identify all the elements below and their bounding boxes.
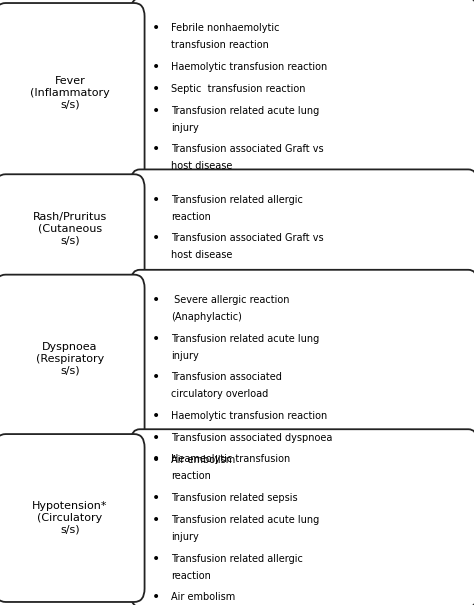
FancyBboxPatch shape [0,434,145,602]
FancyBboxPatch shape [131,429,474,605]
Text: reaction: reaction [171,571,210,581]
Text: •: • [152,453,161,467]
FancyBboxPatch shape [131,0,474,188]
Text: •: • [152,409,161,423]
Text: injury: injury [171,123,199,132]
Text: reaction: reaction [171,471,210,482]
Text: Transfusion associated Graft vs: Transfusion associated Graft vs [171,145,323,154]
Text: •: • [152,60,161,74]
Text: Transfusion related sepsis: Transfusion related sepsis [171,493,297,503]
FancyBboxPatch shape [0,275,145,442]
Text: Transfusion related acute lung: Transfusion related acute lung [171,515,319,525]
Text: reaction: reaction [171,212,210,221]
Text: injury: injury [171,532,199,542]
Text: circulatory overload: circulatory overload [171,390,268,399]
Text: (Anaphylactic): (Anaphylactic) [171,312,242,322]
Text: Hypotension*
(Circulatory
s/s): Hypotension* (Circulatory s/s) [32,502,108,535]
Text: •: • [152,231,161,246]
Text: Transfusion related allergic: Transfusion related allergic [171,554,302,564]
Text: Febrile nonhaemolytic: Febrile nonhaemolytic [171,24,279,33]
Text: Rash/Pruritus
(Cutaneous
s/s): Rash/Pruritus (Cutaneous s/s) [33,212,107,245]
Text: •: • [152,103,161,118]
Text: •: • [152,453,161,466]
Text: transfusion reaction: transfusion reaction [171,41,268,50]
Text: •: • [152,192,161,207]
Text: Transfusion related allergic: Transfusion related allergic [171,195,302,204]
Text: Air embolism: Air embolism [171,455,235,465]
Text: •: • [152,431,161,445]
Text: •: • [152,552,161,566]
Text: Haemolytic transfusion reaction: Haemolytic transfusion reaction [171,411,327,421]
Text: Haemolytic transfusion reaction: Haemolytic transfusion reaction [171,62,327,72]
Text: •: • [152,332,161,346]
Text: Air embolism: Air embolism [171,592,235,603]
Text: Transfusion associated: Transfusion associated [171,373,282,382]
Text: host disease: host disease [171,250,232,260]
Text: Transfusion associated Graft vs: Transfusion associated Graft vs [171,234,323,243]
FancyBboxPatch shape [0,3,145,183]
Text: •: • [152,590,161,604]
Text: •: • [152,82,161,96]
FancyBboxPatch shape [131,169,474,288]
Text: •: • [152,21,161,36]
Text: Fever
(Inflammatory
s/s): Fever (Inflammatory s/s) [30,76,110,110]
Text: Septic  transfusion reaction: Septic transfusion reaction [171,84,305,94]
Text: host disease: host disease [171,162,232,171]
Text: Dyspnoea
(Respiratory
s/s): Dyspnoea (Respiratory s/s) [36,342,104,375]
Text: Transfusion related acute lung: Transfusion related acute lung [171,334,319,344]
Text: Severe allergic reaction: Severe allergic reaction [171,295,289,305]
Text: Transfusion related acute lung: Transfusion related acute lung [171,106,319,116]
FancyBboxPatch shape [0,174,145,283]
Text: •: • [152,491,161,505]
Text: •: • [152,513,161,527]
FancyBboxPatch shape [131,270,474,447]
Text: Heameolytic transfusion: Heameolytic transfusion [171,454,290,465]
Text: Transfusion associated dyspnoea: Transfusion associated dyspnoea [171,433,332,443]
Text: •: • [152,293,161,307]
Text: injury: injury [171,351,199,361]
Text: •: • [152,142,161,157]
Text: •: • [152,370,161,385]
